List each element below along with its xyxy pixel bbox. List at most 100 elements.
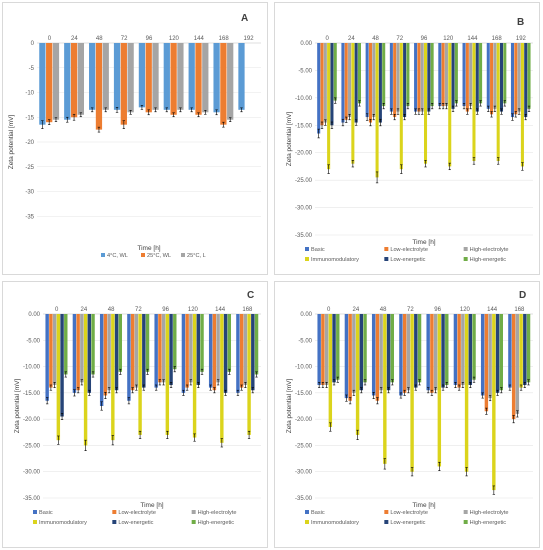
bar [49, 314, 53, 388]
bar [60, 314, 64, 417]
legend-label: High-electrolyte [470, 510, 509, 516]
bar [238, 43, 245, 110]
y-tick-label: -35.00 [23, 496, 41, 502]
bar [375, 43, 379, 178]
bar [332, 314, 336, 383]
bar [317, 314, 321, 385]
panel-c: 0.00 -5.00 -10.00 -15.00 -20.00 -25.00 -30.00 -… [2, 281, 268, 548]
bar [488, 314, 492, 399]
bar [202, 43, 209, 113]
bar [64, 314, 68, 375]
bar [165, 314, 170, 435]
x-axis-label: Time [h] [412, 502, 435, 509]
x-tick-label: 144 [194, 36, 205, 42]
bar [420, 43, 424, 112]
bar [424, 43, 428, 164]
bar [389, 43, 393, 112]
bar [185, 314, 189, 388]
x-axis-label: Time [h] [412, 239, 435, 246]
bar [427, 43, 431, 112]
chart-svg: 0.00 -5.00 -10.00 -15.00 -20.00 -25.00 -30.00 -… [286, 290, 533, 526]
y-tick-label: 0.00 [28, 312, 40, 318]
bar [163, 43, 170, 110]
bar [324, 314, 329, 385]
bar [464, 314, 469, 472]
bar [76, 314, 80, 391]
bar [469, 43, 473, 107]
bar [399, 314, 403, 396]
y-axis-label: Zeta potential [mV] [8, 115, 15, 170]
bar [426, 314, 430, 391]
y-tick-label: -20.00 [295, 151, 313, 157]
x-tick-label: 0 [55, 307, 59, 313]
bar [495, 314, 500, 393]
bar [383, 314, 387, 464]
x-tick-label: 168 [514, 307, 525, 313]
bar [414, 43, 418, 112]
y-tick-label: -25.00 [23, 443, 41, 449]
y-tick-label: -35.00 [295, 496, 313, 502]
bar [216, 314, 220, 383]
bar [354, 43, 358, 123]
y-tick-label: -10.00 [295, 96, 313, 102]
x-tick-label: 168 [219, 36, 230, 42]
panel-label: B [517, 17, 524, 28]
legend-label: Immunomodulatory [311, 257, 359, 263]
bar [445, 314, 449, 385]
bar [517, 43, 521, 112]
bar [236, 314, 240, 393]
bar [475, 43, 479, 112]
x-axis-label: Time [h] [140, 502, 163, 509]
x-tick-label: 96 [146, 36, 153, 42]
legend-swatch [101, 253, 105, 257]
x-tick-label: 192 [244, 36, 255, 42]
bar [118, 314, 122, 372]
bar [220, 314, 224, 443]
y-axis-label: Zeta potential [mV] [286, 379, 293, 434]
bar [127, 314, 131, 401]
bar [348, 314, 352, 401]
legend-label: Low-electrolyte [390, 510, 428, 516]
bar [45, 314, 49, 401]
bar [195, 43, 202, 115]
bar [120, 43, 127, 125]
bar [355, 314, 360, 435]
bar [472, 43, 476, 161]
bar [526, 314, 531, 383]
x-tick-label: 48 [96, 36, 103, 42]
bar [142, 314, 146, 388]
y-tick-label: -5.00 [298, 338, 312, 344]
bar [103, 314, 108, 396]
legend-label: Low-energetic [390, 520, 425, 526]
legend-swatch [33, 510, 37, 514]
x-tick-label: 48 [372, 36, 379, 42]
x-tick-label: 48 [108, 307, 115, 313]
bar [154, 314, 158, 388]
bar [451, 43, 455, 109]
x-tick-label: 24 [81, 307, 88, 313]
y-tick-label: -30.00 [295, 470, 313, 476]
y-tick-label: -5.00 [26, 338, 40, 344]
bar [520, 43, 524, 167]
bar [158, 314, 162, 383]
y-tick-label: -15 [25, 115, 34, 121]
bar [357, 43, 361, 104]
legend-swatch [181, 253, 185, 257]
bar [453, 314, 458, 385]
bar [170, 43, 177, 115]
bar [200, 314, 204, 372]
y-tick-label: -10.00 [23, 365, 41, 371]
bar [192, 314, 197, 438]
bar [328, 314, 333, 428]
bar [430, 314, 434, 393]
bar [52, 43, 60, 120]
x-tick-label: 72 [396, 36, 403, 42]
bar [396, 43, 400, 112]
bar [72, 314, 77, 393]
bar [152, 43, 159, 110]
bar [508, 314, 512, 388]
bar [39, 43, 46, 125]
x-tick-label: 48 [380, 307, 387, 313]
legend-swatch [463, 510, 468, 514]
bar [333, 43, 337, 101]
